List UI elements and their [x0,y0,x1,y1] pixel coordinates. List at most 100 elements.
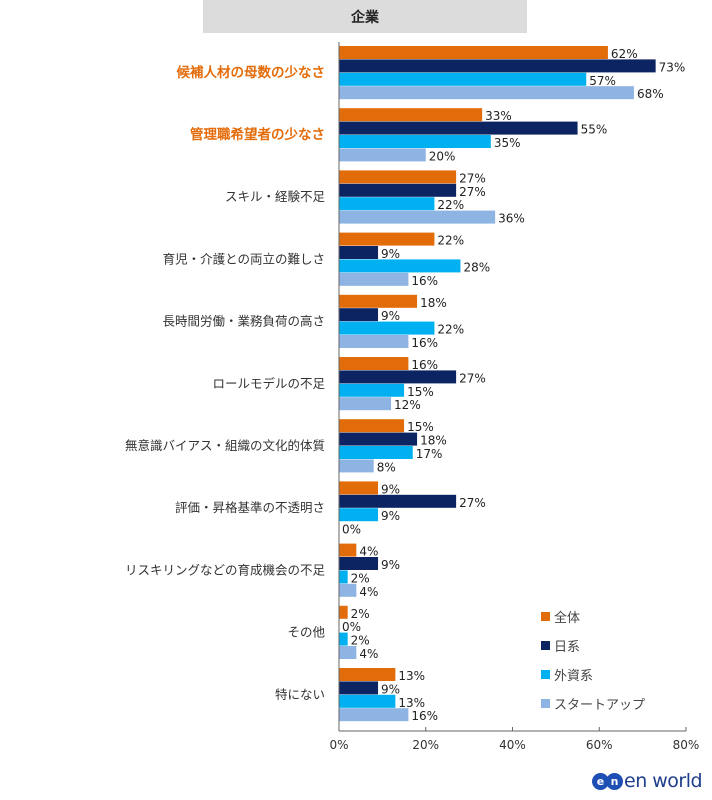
bar [339,108,483,122]
bar [339,272,409,286]
data-label: 16% [411,274,438,288]
bar [339,397,392,411]
bar [339,308,379,322]
data-label: 22% [437,323,464,337]
category-label: 長時間労働・業務負荷の高さ [162,314,325,329]
bar [339,570,348,584]
bar [339,197,435,211]
data-label: 22% [437,198,464,212]
bar [339,121,578,135]
x-tick-label: 0% [329,738,348,752]
data-label: 12% [394,398,421,412]
bar [339,183,457,197]
data-label: 16% [411,709,438,723]
legend-swatch [541,612,550,621]
x-tick-label: 20% [412,738,439,752]
data-label: 55% [581,123,608,137]
category-label: 無意識バイアス・組織の文化的体質 [125,438,325,453]
bar [339,459,374,473]
data-label: 18% [420,296,447,310]
legend-label: 全体 [554,610,580,626]
data-label: 28% [463,260,490,274]
bar [339,294,418,308]
data-label: 15% [407,385,434,399]
bar [339,583,357,597]
data-label: 27% [459,371,486,385]
bar [339,605,348,619]
data-label: 20% [429,149,456,163]
category-label: 評価・昇格基準の不透明さ [175,500,325,515]
data-label: 27% [459,171,486,185]
data-label: 13% [398,669,425,683]
data-label: 36% [498,212,525,226]
bar [339,681,379,695]
legend-swatch [541,699,550,708]
bar [339,357,409,370]
bar [339,481,379,495]
legend-label: 日系 [554,640,580,655]
category-label: リスキリングなどの育成機会の不足 [125,562,326,577]
bar [339,508,379,522]
data-label: 8% [377,460,396,474]
x-tick-label: 80% [673,738,700,752]
bar [339,46,608,59]
data-label: 15% [407,420,434,434]
bar [339,370,457,384]
data-label: 9% [381,682,400,696]
data-label: 73% [659,60,686,74]
bar [339,494,457,508]
category-label: 管理職希望者の少なさ [190,126,325,143]
category-label: 特にない [275,687,325,702]
bar [339,419,405,433]
data-label: 16% [411,336,438,350]
data-label: 4% [359,585,378,599]
category-label: その他 [287,625,325,640]
bar [339,72,587,86]
data-label: 16% [411,358,438,372]
category-label: 育児・介護との両立の難しさ [163,251,325,266]
bar [339,335,409,348]
data-label: 9% [381,509,400,523]
data-label: 33% [485,109,512,123]
data-label: 9% [381,309,400,323]
bar [339,135,491,148]
bar [339,321,435,335]
data-label: 13% [398,696,425,710]
data-label: 9% [381,247,400,261]
data-label: 62% [611,47,638,61]
bar [339,259,461,273]
chart-header: 企業 [203,0,527,33]
logo-text: en world [624,770,703,792]
x-tick-label: 60% [586,738,613,752]
bar [339,383,405,397]
category-label: ロールモデルの不足 [212,376,325,391]
legend-label: スタートアップ [554,698,645,713]
bar [339,246,379,259]
data-label: 0% [342,620,361,634]
bar [339,708,409,722]
bar [339,632,348,646]
bar [339,210,496,224]
category-label: 候補人材の母数の少なさ [177,64,326,81]
bar [339,148,426,162]
data-label: 2% [351,607,370,621]
data-label: 2% [351,571,370,585]
bar [339,668,396,681]
data-label: 57% [589,74,616,88]
legend-label: 外資系 [554,669,593,684]
bar [339,557,379,570]
bar [339,86,634,100]
data-label: 68% [637,87,664,101]
data-label: 17% [416,447,443,461]
bar [339,232,435,246]
data-label: 27% [459,496,486,510]
data-label: 0% [342,523,361,537]
legend-swatch [541,641,550,650]
bar [339,59,656,73]
data-label: 35% [494,136,521,150]
data-label: 22% [437,234,464,248]
